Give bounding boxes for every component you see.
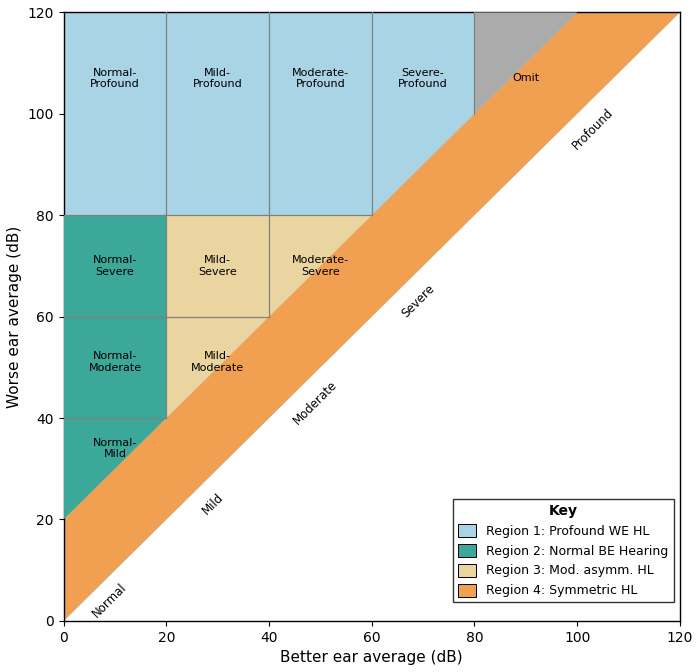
Polygon shape bbox=[64, 13, 680, 621]
Polygon shape bbox=[269, 215, 372, 317]
Text: Normal-
Severe: Normal- Severe bbox=[93, 255, 137, 277]
Text: Normal-
Moderate: Normal- Moderate bbox=[88, 351, 141, 373]
Polygon shape bbox=[475, 13, 578, 114]
Text: Normal-
Profound: Normal- Profound bbox=[90, 68, 140, 89]
Polygon shape bbox=[64, 215, 167, 519]
Text: Normal: Normal bbox=[90, 581, 130, 620]
Text: Moderate-
Severe: Moderate- Severe bbox=[292, 255, 349, 277]
Polygon shape bbox=[64, 13, 680, 621]
X-axis label: Better ear average (dB): Better ear average (dB) bbox=[281, 650, 463, 665]
Polygon shape bbox=[167, 215, 269, 418]
Text: Normal-
Mild: Normal- Mild bbox=[93, 437, 137, 459]
Text: Moderate-
Profound: Moderate- Profound bbox=[292, 68, 349, 89]
Text: Mild-
Moderate: Mild- Moderate bbox=[191, 351, 244, 373]
Text: Mild-
Profound: Mild- Profound bbox=[193, 68, 242, 89]
Text: Moderate: Moderate bbox=[290, 378, 340, 427]
Text: Severe: Severe bbox=[399, 282, 437, 321]
Legend: Region 1: Profound WE HL, Region 2: Normal BE Hearing, Region 3: Mod. asymm. HL,: Region 1: Profound WE HL, Region 2: Norm… bbox=[453, 499, 673, 602]
Text: Mild: Mild bbox=[199, 491, 225, 517]
Text: Mild-
Severe: Mild- Severe bbox=[198, 255, 237, 277]
Text: Omit: Omit bbox=[512, 73, 540, 83]
Text: Profound: Profound bbox=[569, 106, 616, 152]
Text: Severe-
Profound: Severe- Profound bbox=[398, 68, 448, 89]
Y-axis label: Worse ear average (dB): Worse ear average (dB) bbox=[7, 226, 22, 408]
